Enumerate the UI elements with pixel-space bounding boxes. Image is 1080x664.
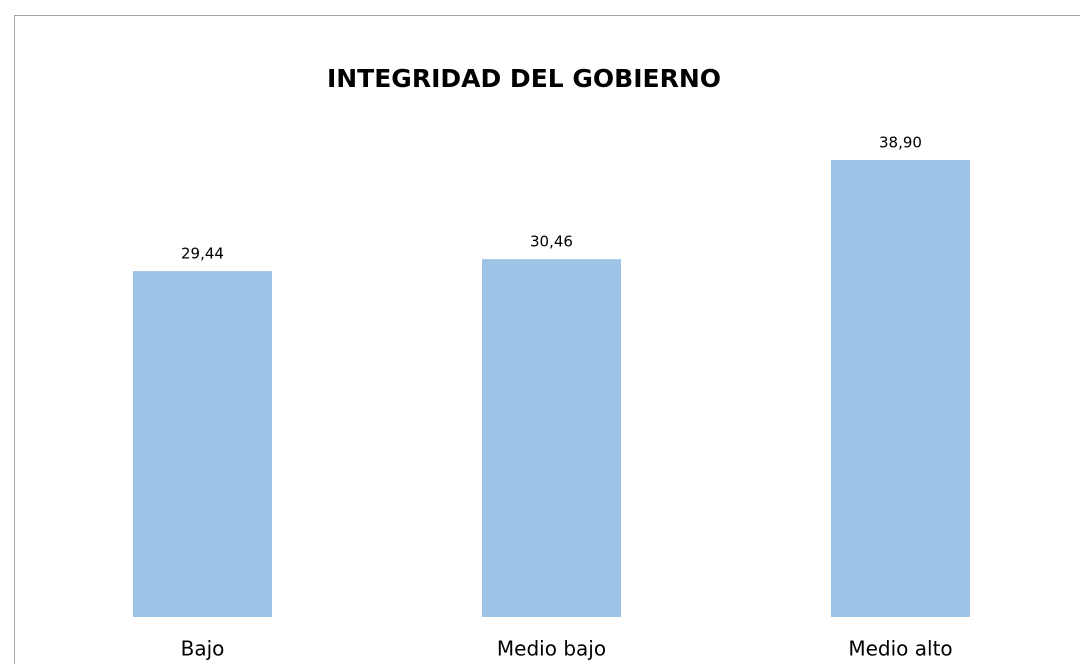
value-label: 29,44 [181,245,224,263]
x-tick-label: Medio alto [848,637,952,661]
value-label: 38,90 [879,134,922,152]
value-label: 30,46 [530,233,573,251]
bar [482,259,621,617]
bar [133,271,272,617]
chart-title: INTEGRIDAD DEL GOBIERNO [327,64,721,93]
x-tick-label: Medio bajo [497,637,606,661]
bar [831,160,970,617]
x-tick-label: Bajo [181,637,225,661]
